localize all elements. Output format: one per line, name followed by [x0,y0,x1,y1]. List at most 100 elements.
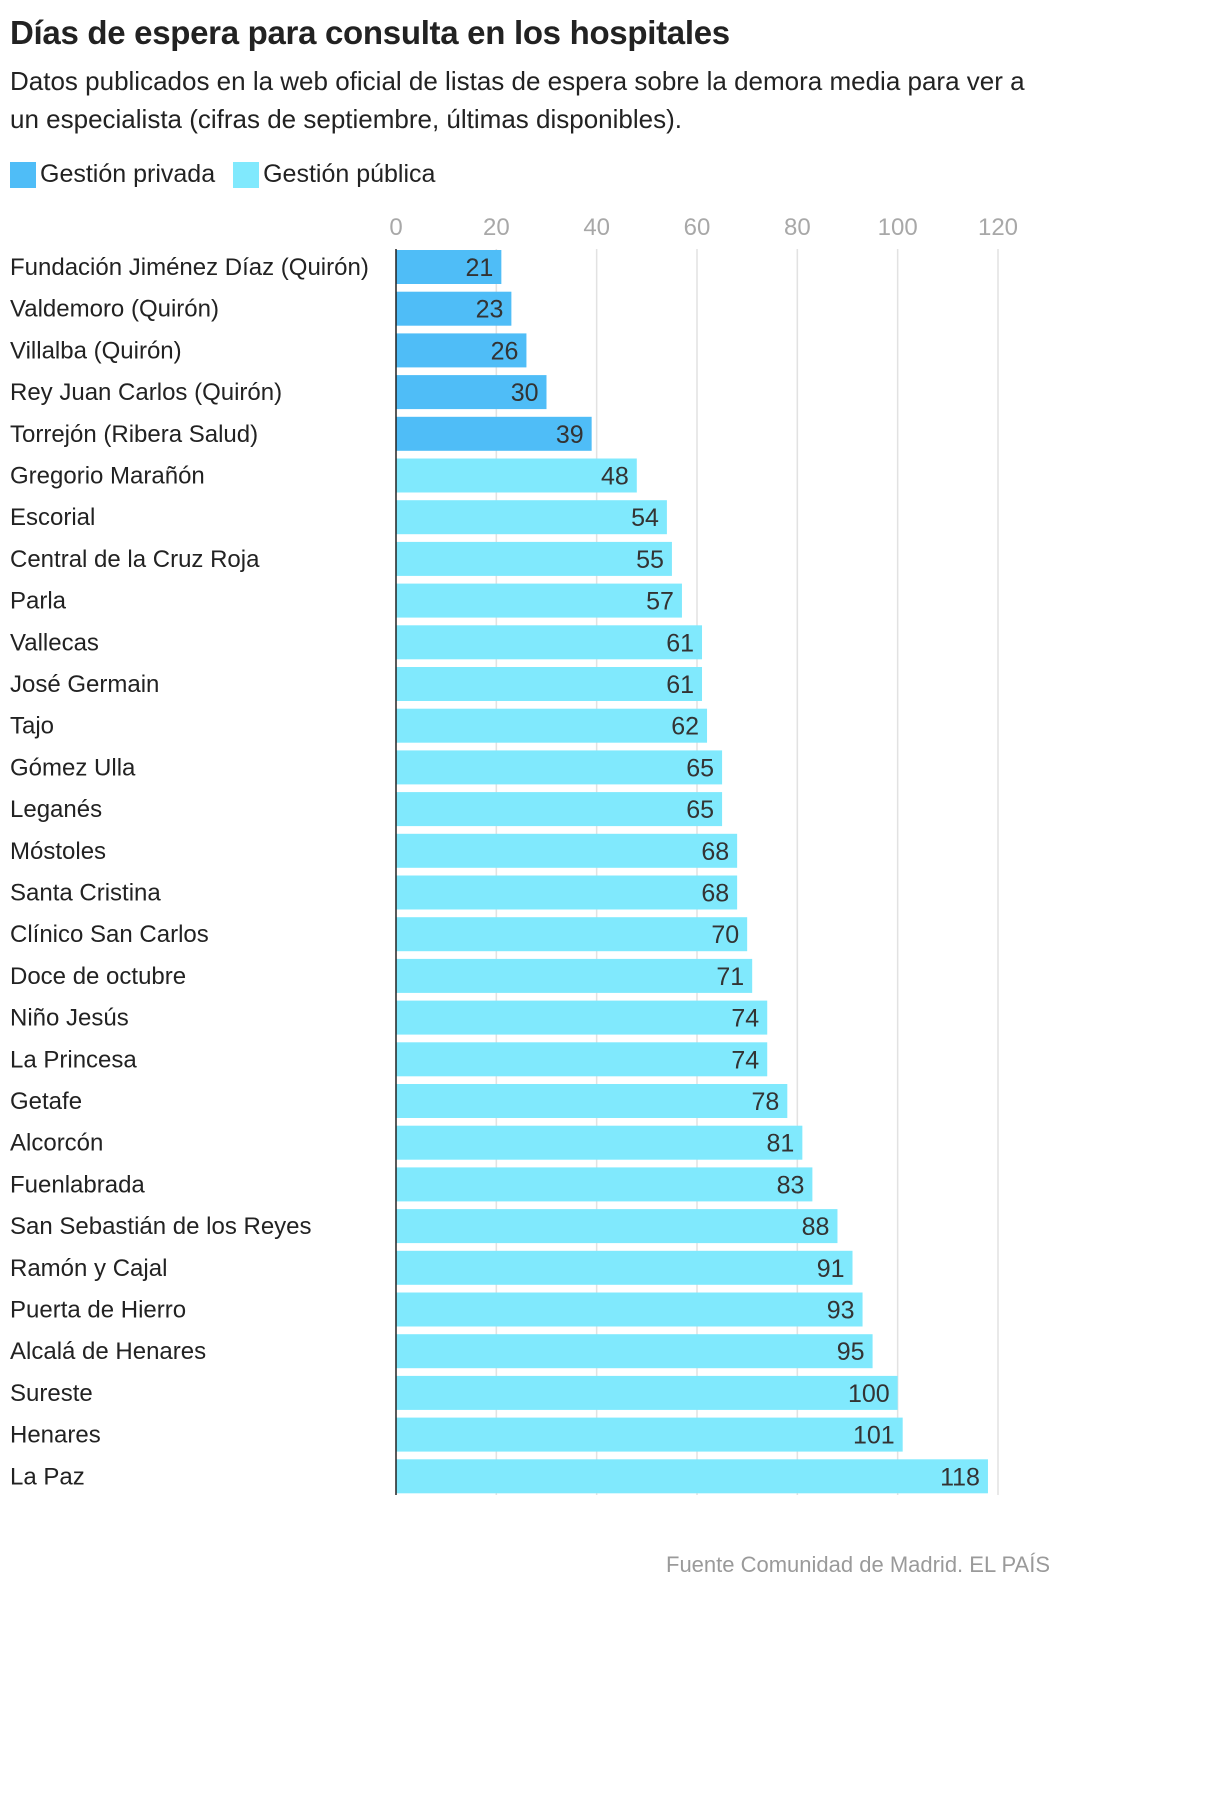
category-label: Vallecas [10,629,99,656]
bar [396,1292,863,1327]
bar [396,1375,898,1410]
bar [396,667,703,701]
category-label: Rey Juan Carlos (Quirón) [10,379,282,406]
category-label: San Sebastián de los Reyes [10,1213,312,1240]
category-label: Tajo [10,713,54,740]
bar [396,1417,903,1452]
value-label: 68 [701,838,729,866]
category-label: Ramón y Cajal [10,1255,167,1282]
value-label: 57 [646,588,674,616]
bar [396,792,723,827]
category-label: Getafe [10,1088,82,1115]
value-label: 65 [686,754,714,782]
value-label: 54 [631,504,659,532]
value-label: 71 [716,963,744,991]
bar [396,250,502,284]
category-label: Niño Jesús [10,1005,129,1032]
legend-item-public: Gestión pública [233,160,435,189]
category-label: Valdemoro (Quirón) [10,296,219,323]
bar [396,500,667,535]
x-tick-label: 40 [583,214,610,241]
category-label: Central de la Cruz Roja [10,546,260,573]
bar [396,833,738,868]
bar [396,583,682,618]
category-label: Puerta de Hierro [10,1297,186,1324]
chart-subtitle: Datos publicados en la web oficial de li… [10,66,1025,134]
x-tick-label: 100 [878,214,918,241]
category-label: Gómez Ulla [10,754,136,781]
value-label: 62 [671,713,699,741]
bar-chart: 0 20 40 60 80 100 120 Fundación Jiménez Díaz (Q… [10,214,1018,1495]
value-label: 48 [601,463,629,491]
value-label: 55 [636,546,664,574]
category-label: Alcalá de Henares [10,1338,206,1365]
value-label: 93 [827,1297,855,1325]
bar [396,875,738,910]
bar [396,958,753,993]
category-label: Sureste [10,1380,93,1407]
value-label: 100 [848,1380,890,1408]
value-label: 61 [666,671,694,699]
bar [396,1000,768,1035]
bar [396,1125,803,1160]
x-tick-label: 120 [978,214,1018,241]
bar [396,1334,873,1369]
legend-item-private: Gestión privada [10,160,215,189]
value-label: 91 [817,1255,845,1283]
legend-label-private: Gestión privada [40,160,216,188]
value-label: 26 [491,337,519,365]
source-note: Fuente Comunidad de Madrid. EL PAÍS [666,1552,1050,1577]
bar [396,416,592,451]
value-label: 68 [701,880,729,908]
legend-swatch-public [233,161,260,188]
bar [396,625,703,660]
legend-label-public: Gestión pública [263,160,436,188]
value-label: 78 [751,1088,779,1116]
value-label: 101 [853,1422,895,1450]
value-label: 21 [466,254,494,282]
category-label: Villalba (Quirón) [10,337,182,364]
value-label: 88 [802,1213,830,1241]
value-label: 30 [511,379,539,407]
bar [396,1084,788,1118]
category-label: Santa Cristina [10,880,161,907]
value-label: 118 [940,1463,980,1491]
value-label: 81 [767,1130,795,1158]
value-label: 83 [777,1171,805,1199]
value-label: 74 [731,1046,759,1074]
bar [396,541,672,576]
category-label: Doce de octubre [10,963,186,990]
category-label: Alcorcón [10,1130,103,1157]
category-label: Fuenlabrada [10,1171,145,1198]
bar [396,1459,988,1494]
category-label: Henares [10,1422,101,1449]
bar [396,1167,813,1202]
value-label: 70 [711,921,739,949]
value-label: 39 [556,421,584,449]
x-tick-label: 0 [389,214,402,241]
value-label: 61 [666,629,694,657]
category-label: La Princesa [10,1046,137,1073]
category-label: Torrejón (Ribera Salud) [10,421,258,448]
bar [396,1209,838,1244]
category-label: Clínico San Carlos [10,921,209,948]
bar [396,1042,768,1077]
legend-swatch-private [10,161,36,188]
bar [396,750,723,785]
bar [396,1250,853,1285]
x-tick-label: 60 [684,214,711,241]
category-label: Gregorio Marañón [10,463,205,490]
value-label: 95 [837,1338,865,1366]
bar [396,291,512,326]
category-label: Parla [10,588,67,615]
bar [396,708,708,743]
category-label: La Paz [10,1463,85,1490]
x-tick-label: 20 [483,214,510,241]
category-label: Fundación Jiménez Díaz (Quirón) [10,254,369,281]
bar [396,458,637,493]
bar [396,333,527,368]
x-tick-label: 80 [784,214,811,241]
value-label: 65 [686,796,714,824]
bar [396,917,748,952]
category-label: Móstoles [10,838,106,865]
